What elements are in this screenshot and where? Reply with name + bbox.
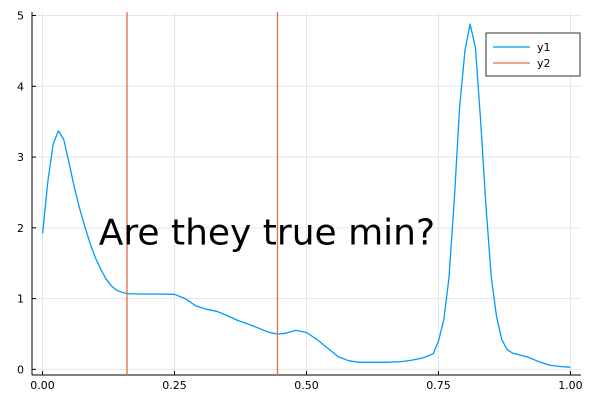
x-tick-label: 0.25 [162,379,187,392]
series-y1-line [41,23,571,368]
y-tick-label: 3 [17,151,24,164]
x-tick-label: 0.00 [30,379,55,392]
x-tick-label: 0.50 [294,379,319,392]
annotations: Are they true min? [99,212,435,253]
y-tick-label: 2 [17,222,24,235]
x-tick-label: 1.00 [558,379,583,392]
legend-label-y2: y2 [537,57,551,70]
y-tick-label: 1 [17,293,24,306]
annotation-text: Are they true min? [99,212,435,253]
grid [32,12,581,375]
y-tick-label: 4 [17,80,24,93]
y-tick-label: 0 [17,363,24,376]
ticks: 0.00 0.25 0.50 0.75 1.00 0 1 2 3 4 5 [17,10,583,392]
plot-series [41,12,571,375]
x-tick-label: 0.75 [426,379,451,392]
y-tick-label: 5 [17,10,24,23]
legend-box [485,32,581,77]
legend-label-y1: y1 [537,41,551,54]
